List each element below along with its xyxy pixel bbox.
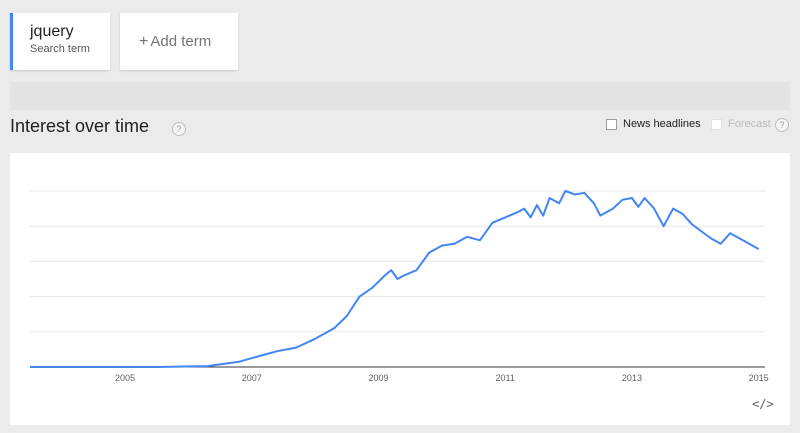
- x-tick-label: 2013: [622, 373, 642, 383]
- forecast-help-icon[interactable]: ?: [775, 118, 789, 132]
- search-term-card[interactable]: jquery Search term: [10, 13, 110, 70]
- forecast-checkbox[interactable]: Forecast: [711, 118, 771, 130]
- section-title: Interest over time: [10, 116, 150, 136]
- x-tick-label: 2011: [496, 373, 515, 383]
- x-tick-label: 2005: [115, 373, 135, 383]
- toolbar-band: [10, 82, 790, 110]
- series-line: [30, 190, 760, 368]
- x-tick-label: 2007: [242, 373, 262, 383]
- add-term-label: Add term: [150, 33, 212, 50]
- forecast-label: Forecast: [728, 118, 771, 130]
- news-headlines-checkbox[interactable]: News headlines: [606, 118, 701, 130]
- search-term-name: jquery: [30, 23, 74, 40]
- interest-chart-card: 2005 2007 2009 2011 2013 2015 </>: [10, 153, 790, 425]
- embed-code-icon[interactable]: </>: [752, 397, 774, 411]
- interest-over-time-chart: 2005 2007 2009 2011 2013 2015: [30, 190, 769, 383]
- x-tick-label: 2009: [368, 373, 388, 383]
- search-term-subtitle: Search term: [30, 43, 90, 55]
- x-tick-label: 2015: [749, 373, 769, 383]
- add-term-button[interactable]: + Add term: [120, 13, 238, 70]
- checkbox-box: [606, 118, 617, 130]
- checkbox-box: [711, 118, 722, 130]
- section-help-icon[interactable]: ?: [172, 122, 186, 136]
- plus-icon: +: [139, 32, 149, 50]
- news-headlines-label: News headlines: [623, 118, 701, 130]
